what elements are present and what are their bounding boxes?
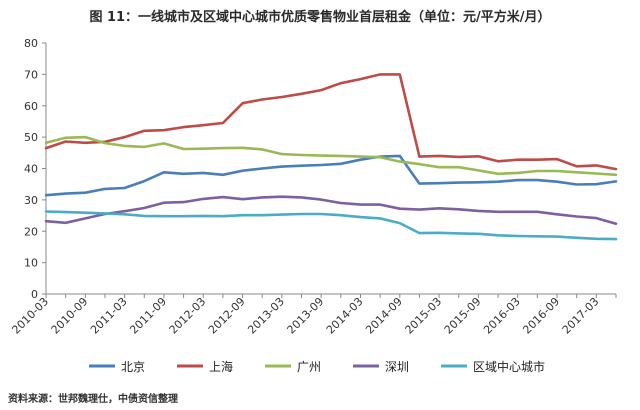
y-tick-label: 70 [24, 68, 38, 81]
y-tick-label: 60 [24, 100, 38, 113]
legend-label: 广州 [297, 360, 321, 374]
x-tick-label: 2014-03 [324, 295, 366, 337]
chart-title: 图 11：一线城市及区域中心城市优质零售物业首层租金（单位：元/平方米/月） [89, 10, 551, 25]
legend-label: 上海 [209, 359, 233, 374]
x-tick-label: 2015-03 [403, 295, 445, 337]
y-tick-label: 30 [24, 194, 38, 207]
x-tick-label: 2012-09 [206, 295, 248, 337]
y-tick-label: 0 [31, 288, 38, 301]
source-note: 资料来源：世邦魏理仕，中债资信整理 [8, 394, 178, 405]
x-tick-label: 2010-09 [49, 295, 91, 337]
series-line-3 [44, 135, 618, 177]
x-tick-label: 2011-03 [88, 295, 130, 337]
legend-label: 区域中心城市 [473, 359, 545, 374]
x-tick-label: 2014-09 [363, 295, 405, 337]
y-tick-label: 10 [24, 257, 38, 270]
legend-label: 深圳 [385, 360, 409, 374]
x-tick-label: 2017-03 [560, 295, 602, 337]
y-tick-label: 80 [24, 37, 38, 50]
y-tick-label: 20 [24, 225, 38, 238]
series-line-1 [44, 154, 618, 197]
series-line-2 [44, 73, 618, 171]
x-tick-label: 2013-09 [285, 295, 327, 337]
x-tick-label: 2011-09 [127, 295, 169, 337]
y-tick-label: 40 [24, 163, 38, 176]
series-line-5 [44, 210, 618, 241]
x-tick-label: 2016-03 [481, 295, 523, 337]
x-tick-label: 2010-03 [9, 295, 51, 337]
x-tick-label: 2013-03 [245, 295, 287, 337]
x-tick-label: 2015-09 [442, 295, 484, 337]
x-tick-label: 2016-09 [520, 295, 562, 337]
y-tick-label: 50 [24, 131, 38, 144]
x-tick-label: 2012-03 [167, 295, 209, 337]
legend-label: 北京 [121, 360, 145, 374]
series-line-4 [44, 195, 618, 225]
